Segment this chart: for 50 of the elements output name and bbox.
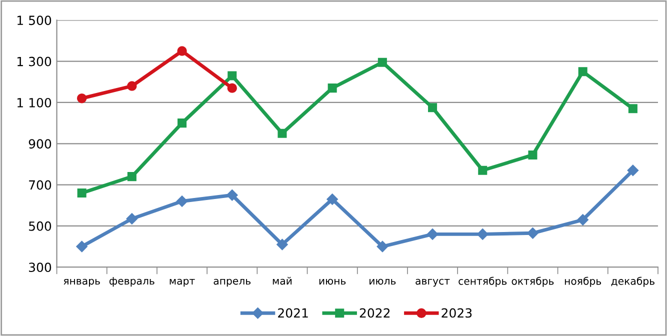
point: [326, 194, 338, 205]
point: [478, 166, 488, 175]
point: [376, 240, 388, 252]
point: [278, 128, 287, 138]
y-tick-label: 900: [28, 139, 52, 149]
x-tick-label: ноябрь: [564, 276, 602, 287]
point: [126, 213, 138, 224]
point: [577, 214, 588, 226]
y-tick-label: 1 300: [18, 56, 52, 66]
point: [428, 103, 438, 112]
x-tick-label: декабрь: [611, 276, 654, 287]
y-tick-label: 1 500: [18, 16, 52, 26]
point: [276, 238, 288, 250]
point: [76, 94, 87, 104]
point: [528, 150, 538, 160]
point: [328, 84, 337, 93]
y-tick-label: 500: [29, 221, 52, 231]
point: [127, 172, 136, 182]
point: [178, 118, 187, 128]
point: [228, 71, 237, 80]
x-tick-label: июнь: [319, 278, 346, 285]
x-tick-label: август: [416, 278, 450, 287]
point: [227, 83, 237, 93]
y-tick-label: 1 100: [18, 98, 52, 108]
x-tick-label: март: [170, 278, 195, 287]
x-tick-label: февраль: [109, 277, 154, 287]
point: [127, 81, 137, 91]
x-tick-label: май: [272, 276, 292, 285]
point: [527, 228, 538, 239]
point: [578, 67, 588, 76]
x-tick-label: октябрь: [512, 276, 554, 287]
point: [627, 164, 639, 176]
point: [378, 58, 387, 67]
x-tick-label: апрель: [214, 278, 251, 287]
point: [77, 188, 86, 198]
point: [628, 104, 638, 114]
legend-label: 2021: [278, 308, 308, 318]
point: [426, 228, 438, 240]
y-tick-label: 300: [29, 262, 52, 272]
point: [226, 189, 238, 201]
x-tick-label: сентябрь: [458, 276, 507, 287]
point: [477, 228, 488, 240]
point: [76, 240, 88, 252]
point: [176, 196, 188, 207]
legend-label: 2022: [360, 308, 390, 318]
legend-label: 2023: [442, 308, 472, 318]
point: [177, 46, 187, 56]
y-tick-label: 700: [29, 180, 52, 190]
x-tick-label: июль: [370, 278, 396, 285]
x-tick-label: январь: [64, 278, 100, 287]
